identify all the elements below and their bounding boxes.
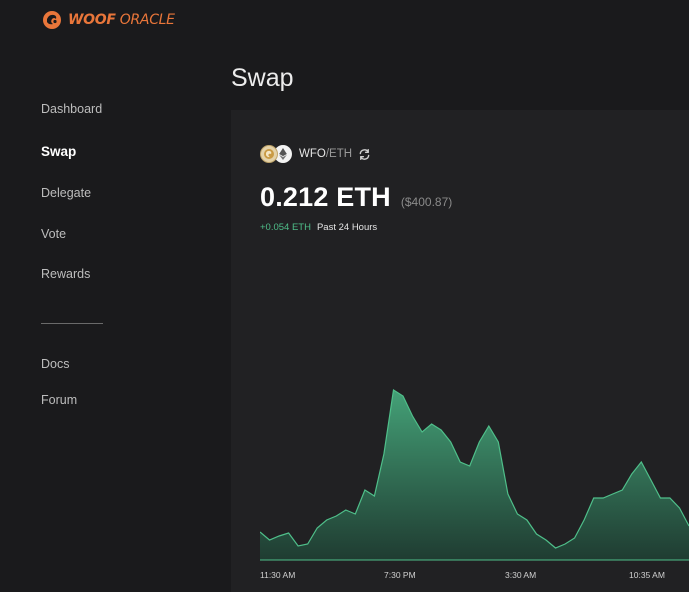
price-change: +0.054 ETH Past 24 Hours — [260, 222, 377, 233]
chart-series-line — [260, 389, 689, 549]
brand-name: WOOF ORACLE — [68, 12, 175, 28]
woof-oracle-logo-icon — [43, 11, 61, 29]
price-change-value: +0.054 ETH — [260, 222, 311, 233]
price-display: 0.212 ETH ($400.87) — [260, 182, 452, 213]
price-change-period: Past 24 Hours — [316, 222, 378, 233]
pair-base-symbol: WFO — [299, 148, 326, 160]
token-pair: WFO / ETH — [260, 145, 371, 163]
sidebar-divider — [41, 323, 103, 324]
wfo-token-icon — [260, 145, 278, 163]
pair-quote-symbol: ETH — [329, 148, 353, 160]
x-tick-label: 3:30 AM — [505, 570, 536, 580]
page-title: Swap — [231, 64, 294, 92]
x-tick-label: 7:30 PM — [384, 570, 416, 580]
sidebar-item-dashboard[interactable]: Dashboard — [41, 102, 103, 116]
price-chart[interactable]: 11:30 AM 7:30 PM 3:30 AM 10:35 AM — [260, 250, 689, 592]
price-eth: 0.212 ETH — [260, 182, 391, 212]
sidebar-item-docs[interactable]: Docs — [41, 357, 70, 371]
swap-direction-icon[interactable] — [358, 148, 371, 161]
sidebar-item-forum[interactable]: Forum — [41, 393, 78, 407]
brand-logo[interactable]: WOOF ORACLE — [42, 10, 175, 30]
eth-token-icon — [274, 145, 292, 163]
x-tick-label: 10:35 AM — [629, 570, 665, 580]
pair-separator: / — [325, 148, 330, 160]
sidebar-item-rewards[interactable]: Rewards — [41, 267, 91, 281]
sidebar-item-swap[interactable]: Swap — [41, 144, 77, 159]
sidebar-item-delegate[interactable]: Delegate — [41, 186, 92, 200]
chart-area-fill — [260, 390, 689, 560]
price-usd: ($400.87) — [400, 195, 453, 209]
sidebar-item-vote[interactable]: Vote — [41, 227, 67, 241]
x-tick-label: 11:30 AM — [260, 570, 295, 580]
